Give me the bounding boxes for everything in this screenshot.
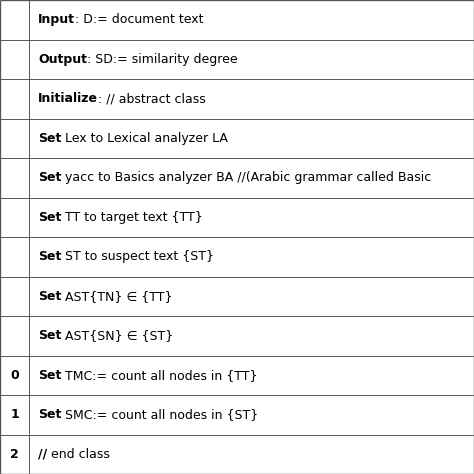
Text: 2: 2 (10, 448, 19, 461)
Text: : D:= document text: : D:= document text (75, 13, 203, 26)
Text: 0: 0 (10, 369, 19, 382)
Text: TT to target text {TT}: TT to target text {TT} (61, 211, 203, 224)
Text: Set: Set (38, 211, 61, 224)
Text: AST{SN} ∈ {ST}: AST{SN} ∈ {ST} (61, 329, 173, 342)
Text: Set: Set (38, 369, 61, 382)
Text: Set: Set (38, 250, 61, 263)
Text: : // abstract class: : // abstract class (98, 92, 206, 105)
Text: end class: end class (47, 448, 110, 461)
Text: yacc to Basics analyzer BA //(Arabic grammar called Basic: yacc to Basics analyzer BA //(Arabic gra… (61, 171, 431, 184)
Text: Initialize: Initialize (38, 92, 98, 105)
Text: TMC:= count all nodes in {TT}: TMC:= count all nodes in {TT} (61, 369, 258, 382)
Text: Lex to Lexical analyzer LA: Lex to Lexical analyzer LA (61, 132, 228, 145)
Text: //: // (38, 448, 47, 461)
Text: : SD:= similarity degree: : SD:= similarity degree (87, 53, 237, 66)
Text: SMC:= count all nodes in {ST}: SMC:= count all nodes in {ST} (61, 408, 258, 421)
Text: ST to suspect text {ST}: ST to suspect text {ST} (61, 250, 214, 263)
Text: Set: Set (38, 408, 61, 421)
Text: Set: Set (38, 171, 61, 184)
Text: Input: Input (38, 13, 75, 26)
Text: Set: Set (38, 329, 61, 342)
Text: AST{TN} ∈ {TT}: AST{TN} ∈ {TT} (61, 290, 173, 303)
Text: Set: Set (38, 132, 61, 145)
Text: Output: Output (38, 53, 87, 66)
Text: Set: Set (38, 290, 61, 303)
Text: 1: 1 (10, 408, 19, 421)
